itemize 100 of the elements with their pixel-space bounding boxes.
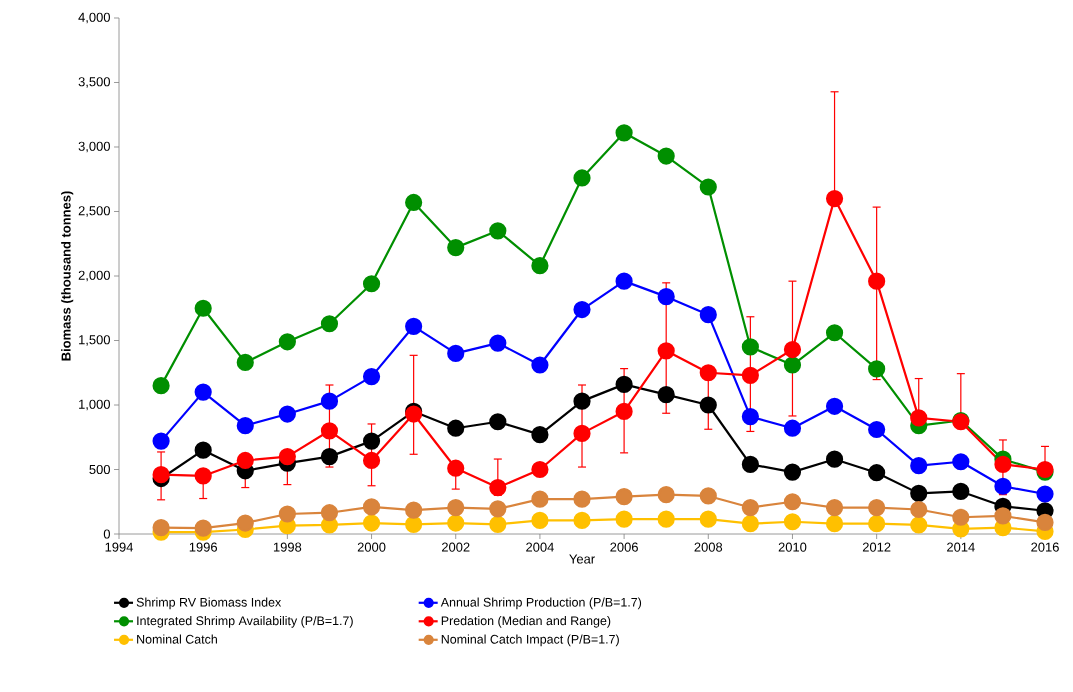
point — [952, 482, 970, 501]
x-tick-label: 2014 — [947, 542, 975, 552]
point — [236, 353, 254, 372]
point — [531, 460, 549, 479]
x-tick-label: 1998 — [273, 542, 302, 552]
point — [573, 300, 591, 319]
point — [825, 190, 844, 208]
point — [699, 306, 717, 324]
x-tick-label: 2000 — [357, 542, 386, 552]
point — [531, 426, 549, 444]
legend-label: Nominal Catch — [137, 634, 217, 644]
point — [278, 333, 296, 351]
point — [194, 299, 212, 317]
point — [531, 257, 549, 275]
point — [320, 448, 339, 466]
point — [783, 356, 802, 374]
point — [405, 317, 423, 335]
y-tick-label: 1,500 — [79, 335, 110, 346]
point — [362, 498, 381, 516]
point — [489, 222, 507, 240]
point — [825, 515, 844, 533]
point — [236, 451, 254, 470]
point — [994, 477, 1012, 495]
y-tick-label: 3,500 — [78, 77, 110, 88]
point — [910, 409, 928, 427]
point — [573, 511, 591, 530]
point — [615, 124, 633, 142]
point — [615, 487, 633, 506]
x-tick-label: 2016 — [1031, 542, 1059, 552]
y-axis-title: Biomass (thousand tonnes) — [61, 191, 74, 361]
point — [278, 448, 296, 466]
point — [868, 272, 886, 290]
point — [952, 508, 970, 526]
point — [362, 275, 381, 293]
legend-label: Annual Shrimp Production (P/B=1.7) — [440, 597, 642, 610]
point — [741, 366, 759, 384]
x-tick-label: 2002 — [441, 542, 470, 552]
point — [868, 515, 886, 533]
x-tick-label: 2006 — [610, 542, 638, 552]
point — [447, 498, 465, 517]
point — [194, 383, 212, 401]
point — [194, 441, 212, 459]
point — [699, 364, 717, 382]
point — [910, 516, 928, 534]
x-tick-label: 1994 — [105, 542, 134, 552]
point — [362, 451, 381, 470]
x-tick-label: 2004 — [526, 542, 554, 552]
point — [194, 467, 212, 485]
point — [825, 397, 844, 415]
point — [405, 515, 423, 533]
point — [320, 315, 339, 333]
point — [741, 408, 759, 426]
point — [489, 478, 507, 497]
point — [320, 422, 339, 440]
point — [825, 324, 844, 342]
point — [447, 419, 465, 437]
x-axis-title: Year — [569, 554, 595, 564]
y-tick-label: 1,000 — [79, 399, 110, 411]
legend-label: Shrimp RV Biomass Index — [136, 597, 282, 610]
x-tick-label: 2012 — [862, 542, 891, 552]
point — [783, 340, 802, 359]
point — [868, 420, 886, 439]
point — [910, 457, 928, 475]
y-tick-label: 4,000 — [78, 12, 110, 24]
point — [573, 490, 591, 508]
point — [447, 459, 465, 477]
y-tick-label: 2,000 — [78, 270, 110, 282]
point — [489, 413, 507, 431]
point — [741, 455, 759, 473]
point — [194, 519, 212, 537]
point — [152, 518, 170, 537]
point — [531, 511, 549, 530]
point — [994, 507, 1012, 525]
point — [657, 386, 675, 404]
legend-label: Nominal Catch Impact (P/B=1.7) — [441, 634, 619, 647]
point — [1036, 485, 1054, 503]
point — [868, 464, 886, 482]
point — [783, 493, 802, 511]
point — [1036, 513, 1054, 531]
point — [320, 504, 339, 522]
point — [615, 402, 633, 421]
point — [447, 344, 465, 362]
point — [699, 487, 717, 505]
point — [868, 360, 886, 378]
point — [868, 498, 886, 517]
point — [615, 510, 633, 528]
point — [278, 405, 296, 423]
point — [783, 419, 802, 437]
point — [741, 515, 759, 533]
point — [236, 417, 254, 435]
point — [531, 490, 549, 508]
x-tick-label: 2008 — [694, 542, 723, 552]
point — [825, 450, 844, 468]
point — [657, 486, 675, 504]
point — [573, 392, 591, 410]
point — [447, 514, 465, 532]
y-tick-label: 500 — [89, 464, 110, 475]
point — [152, 432, 170, 450]
legend-label: Integrated Shrimp Availability (P/B=1.7) — [137, 616, 353, 628]
y-tick-label: 0 — [103, 529, 110, 539]
